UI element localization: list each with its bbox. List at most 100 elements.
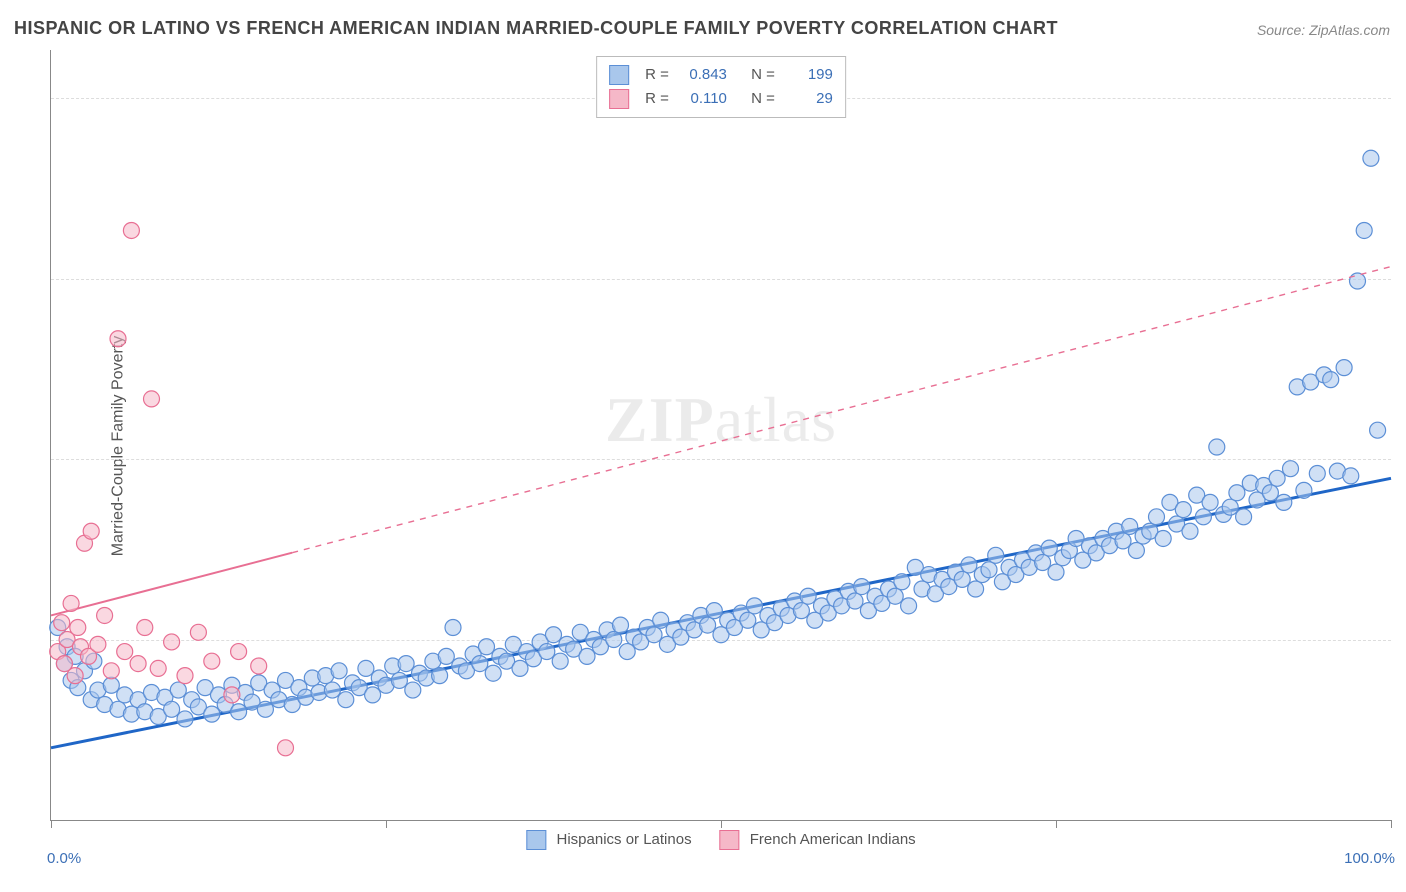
- stats-r-0: 0.843: [679, 63, 727, 87]
- data-point: [365, 687, 381, 703]
- x-right-label: 100.0%: [1344, 850, 1395, 867]
- data-point: [579, 648, 595, 664]
- data-point: [1336, 360, 1352, 376]
- x-tick: [386, 820, 387, 828]
- data-point: [405, 682, 421, 698]
- bottom-legend-label-1: French American Indians: [750, 831, 916, 848]
- data-point: [123, 222, 139, 238]
- data-point: [1323, 372, 1339, 388]
- data-point: [1202, 494, 1218, 510]
- data-point: [706, 603, 722, 619]
- data-point: [110, 331, 126, 347]
- trend-line: [51, 553, 292, 616]
- data-point: [988, 547, 1004, 563]
- data-point: [338, 692, 354, 708]
- data-point: [1296, 482, 1312, 498]
- data-point: [1236, 509, 1252, 525]
- data-point: [1269, 470, 1285, 486]
- data-point: [1356, 222, 1372, 238]
- data-point: [204, 706, 220, 722]
- data-point: [981, 562, 997, 578]
- data-point: [854, 579, 870, 595]
- data-point: [1122, 518, 1138, 534]
- bottom-legend-item-0: Hispanics or Latinos: [526, 830, 691, 850]
- data-point: [83, 523, 99, 539]
- stats-legend: R = 0.843 N = 199 R = 0.110 N = 29: [596, 56, 846, 118]
- bottom-swatch-0: [526, 830, 546, 850]
- data-point: [137, 620, 153, 636]
- data-point: [144, 391, 160, 407]
- data-point: [894, 574, 910, 590]
- plot-area: ZIPatlas 7.5%15.0%22.5%30.0% R = 0.843 N…: [50, 50, 1391, 821]
- stats-r-label: R =: [645, 87, 669, 111]
- stats-swatch-0: [609, 65, 629, 85]
- stats-row-1: R = 0.110 N = 29: [609, 87, 833, 111]
- data-point: [1222, 499, 1238, 515]
- data-point: [646, 627, 662, 643]
- data-point: [204, 653, 220, 669]
- data-point: [700, 617, 716, 633]
- data-point: [1128, 543, 1144, 559]
- data-point: [901, 598, 917, 614]
- data-point: [224, 687, 240, 703]
- bottom-legend-label-0: Hispanics or Latinos: [557, 831, 692, 848]
- data-point: [1209, 439, 1225, 455]
- data-point: [231, 704, 247, 720]
- data-point: [1276, 494, 1292, 510]
- chart-container: HISPANIC OR LATINO VS FRENCH AMERICAN IN…: [0, 0, 1406, 892]
- source-label: Source: ZipAtlas.com: [1257, 22, 1390, 38]
- data-point: [552, 653, 568, 669]
- data-point: [1262, 485, 1278, 501]
- data-point: [1041, 540, 1057, 556]
- stats-n-0: 199: [785, 63, 833, 87]
- data-point: [619, 644, 635, 660]
- data-point: [1182, 523, 1198, 539]
- data-point: [1035, 555, 1051, 571]
- data-point: [479, 639, 495, 655]
- data-point: [97, 607, 113, 623]
- data-point: [438, 648, 454, 664]
- data-point: [177, 711, 193, 727]
- scatter-svg: [51, 50, 1391, 820]
- data-point: [324, 682, 340, 698]
- data-point: [358, 660, 374, 676]
- data-point: [653, 612, 669, 628]
- x-tick: [1056, 820, 1057, 828]
- data-point: [613, 617, 629, 633]
- data-point: [331, 663, 347, 679]
- chart-title: HISPANIC OR LATINO VS FRENCH AMERICAN IN…: [14, 18, 1058, 39]
- data-point: [539, 644, 555, 660]
- data-point: [747, 598, 763, 614]
- data-point: [117, 644, 133, 660]
- data-point: [1149, 509, 1165, 525]
- data-point: [177, 668, 193, 684]
- stats-row-0: R = 0.843 N = 199: [609, 63, 833, 87]
- stats-swatch-1: [609, 89, 629, 109]
- data-point: [1363, 150, 1379, 166]
- stats-n-1: 29: [785, 87, 833, 111]
- data-point: [1155, 530, 1171, 546]
- data-point: [887, 588, 903, 604]
- data-point: [63, 595, 79, 611]
- stats-r-1: 0.110: [679, 87, 727, 111]
- data-point: [606, 632, 622, 648]
- data-point: [740, 612, 756, 628]
- data-point: [103, 677, 119, 693]
- bottom-legend: Hispanics or Latinos French American Ind…: [526, 830, 915, 850]
- data-point: [130, 656, 146, 672]
- x-tick: [721, 820, 722, 828]
- data-point: [1350, 273, 1366, 289]
- data-point: [432, 668, 448, 684]
- data-point: [961, 557, 977, 573]
- data-point: [546, 627, 562, 643]
- data-point: [1229, 485, 1245, 501]
- data-point: [164, 701, 180, 717]
- data-point: [1343, 468, 1359, 484]
- data-point: [67, 668, 83, 684]
- data-point: [231, 644, 247, 660]
- data-point: [103, 663, 119, 679]
- data-point: [445, 620, 461, 636]
- data-point: [954, 571, 970, 587]
- data-point: [257, 701, 273, 717]
- data-point: [1195, 509, 1211, 525]
